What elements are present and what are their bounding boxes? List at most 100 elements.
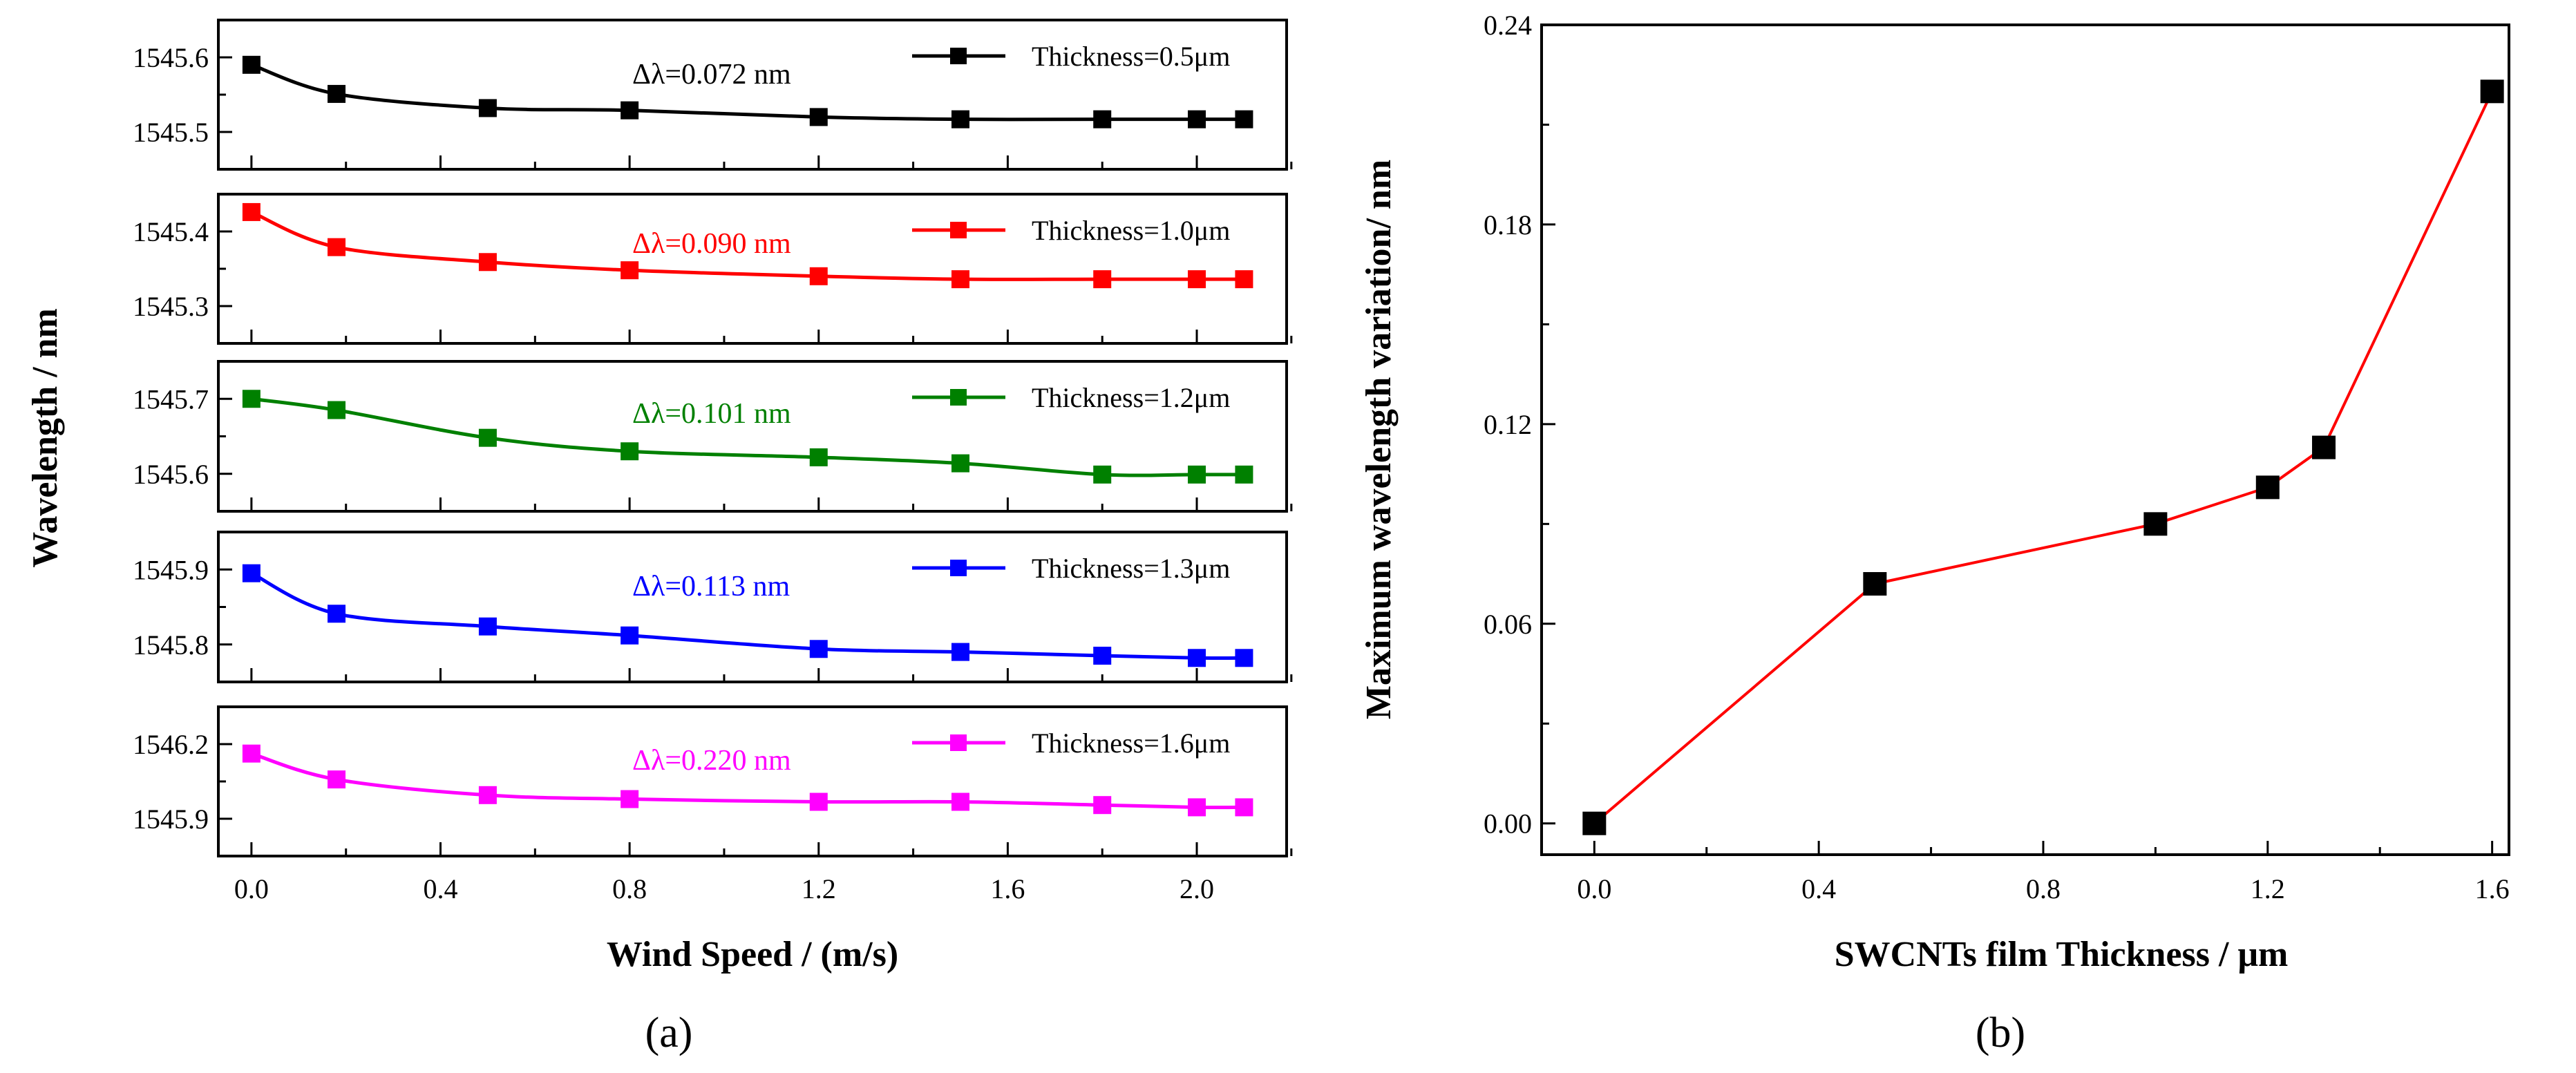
data-point	[809, 640, 828, 658]
y-tick-label: 1545.5	[133, 117, 209, 148]
data-point	[478, 99, 497, 117]
legend-label: Thickness=0.5μm	[1032, 41, 1230, 72]
y-tick-label: 1545.4	[133, 216, 209, 247]
delta-lambda-annotation: Δλ=0.072 nm	[632, 59, 791, 91]
legend-label: Thickness=1.2μm	[1032, 382, 1230, 413]
data-point	[1235, 649, 1253, 667]
panel-a-ylabel: Wavelength / nm	[26, 308, 65, 568]
data-point	[478, 617, 497, 636]
y-tick-label: 1545.6	[133, 42, 209, 73]
data-point	[621, 626, 639, 645]
data-point	[242, 744, 261, 763]
data-point	[809, 108, 828, 126]
data-point	[1188, 270, 1206, 289]
data-point	[328, 238, 346, 256]
plot-frame	[1540, 23, 2510, 856]
data-point	[621, 442, 639, 461]
panel-a-xlabel: Wind Speed / (m/s)	[607, 935, 898, 974]
data-point	[1235, 465, 1253, 484]
data-point	[1235, 270, 1253, 289]
delta-lambda-annotation: Δλ=0.220 nm	[632, 745, 791, 777]
data-point	[1093, 796, 1112, 815]
data-point	[621, 101, 639, 120]
series-line	[250, 571, 1244, 661]
y-tick-label: 1545.9	[133, 804, 209, 835]
y-tick-label: 0.00	[1484, 808, 1532, 839]
data-point	[1093, 110, 1112, 129]
legend-label: Thickness=1.3μm	[1032, 553, 1230, 584]
y-tick-label: 0.06	[1484, 609, 1532, 640]
data-point	[2255, 475, 2280, 500]
y-tick-label: 1545.6	[133, 459, 209, 490]
data-point	[1093, 270, 1112, 289]
data-point	[242, 55, 261, 74]
data-point	[1863, 572, 1887, 596]
data-point	[621, 261, 639, 280]
y-tick-label: 0.18	[1484, 209, 1532, 240]
series-line	[251, 397, 1244, 477]
subplot-2: 1545.3 1545.4 Δλ=0.090 nm Thickness=1.0μm	[133, 193, 1293, 345]
data-point	[328, 605, 346, 623]
x-tick-label: 2.0	[1180, 873, 1214, 904]
legend-label: Thickness=1.0μm	[1032, 215, 1230, 246]
data-point	[2143, 512, 2168, 536]
data-point	[2480, 79, 2504, 104]
legend-marker	[950, 222, 967, 238]
x-tick-label: 1.6	[2475, 873, 2510, 904]
legend-marker	[950, 560, 967, 576]
data-point	[1188, 110, 1206, 129]
legend-marker	[950, 389, 967, 406]
y-tick-label: 1546.2	[133, 729, 209, 760]
data-point	[478, 253, 497, 272]
x-tick-label: 1.2	[2251, 873, 2285, 904]
series-line	[251, 63, 1244, 122]
series-line-segment	[1874, 522, 2156, 585]
data-point	[951, 792, 969, 811]
data-point	[1235, 798, 1253, 817]
delta-lambda-annotation: Δλ=0.113 nm	[632, 571, 790, 602]
data-point	[328, 401, 346, 419]
series-line	[251, 752, 1244, 810]
data-point	[1188, 798, 1206, 817]
y-tick-label: 1545.8	[133, 629, 209, 661]
x-tick-label: 0.4	[424, 873, 458, 904]
data-point	[1188, 465, 1206, 484]
panel-a-caption: (a)	[645, 1009, 693, 1056]
data-point	[328, 84, 346, 103]
subplot-1: 1545.5 1545.6 Δλ=0.072 nm Thickness=0.5μm	[133, 19, 1293, 171]
data-point	[1093, 465, 1112, 484]
x-tick-label: 0.0	[234, 873, 269, 904]
data-point	[951, 643, 969, 661]
subplot-4: 1545.8 1545.9 Δλ=0.113 nm Thickness=1.3μm	[133, 531, 1293, 683]
y-tick-label: 0.12	[1484, 409, 1532, 440]
panel-b-xlabel: SWCNTs film Thickness / μm	[1835, 935, 2289, 974]
legend-marker	[950, 48, 967, 64]
series-line-segment	[2322, 91, 2494, 448]
panel-b-ylabel: Maximum wavelength variation/ nm	[1359, 160, 1399, 719]
data-point	[951, 110, 969, 129]
data-point	[328, 770, 346, 789]
x-tick-label: 1.6	[990, 873, 1025, 904]
data-point	[242, 390, 261, 408]
data-point	[809, 267, 828, 285]
series-line-segment	[1593, 582, 1876, 825]
data-point	[1093, 647, 1112, 665]
x-tick-label: 0.4	[1801, 873, 1836, 904]
data-point	[242, 564, 261, 582]
y-tick-label: 1545.3	[133, 291, 209, 322]
y-tick-label: 0.24	[1484, 10, 1532, 41]
data-point	[242, 202, 261, 221]
legend-marker	[950, 734, 967, 751]
y-tick-label: 1545.9	[133, 554, 209, 585]
delta-lambda-annotation: Δλ=0.090 nm	[632, 228, 791, 260]
data-point	[2312, 435, 2336, 459]
y-tick-label: 1545.7	[133, 383, 209, 415]
x-tick-label: 0.0	[1577, 873, 1611, 904]
x-tick-label: 1.2	[802, 873, 836, 904]
data-point	[809, 792, 828, 811]
series-line-segment	[2154, 486, 2269, 526]
data-point	[1188, 649, 1206, 667]
data-point	[478, 786, 497, 804]
